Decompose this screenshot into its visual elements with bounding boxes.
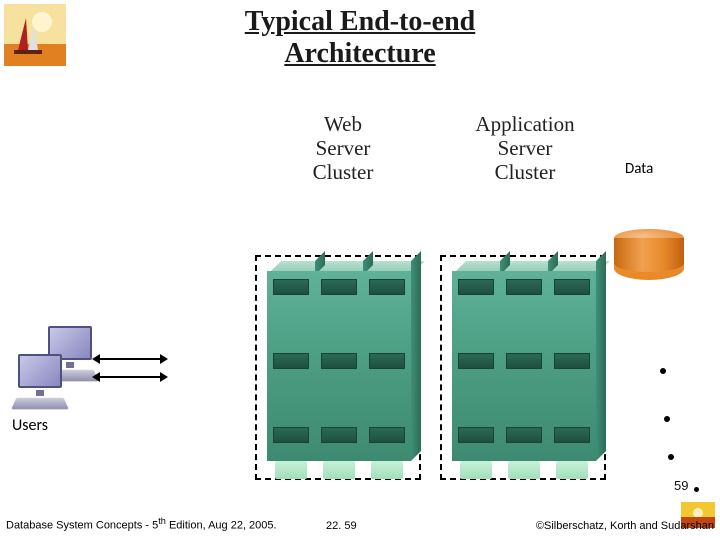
web-cluster-box (255, 255, 421, 480)
server-icon (315, 271, 363, 461)
users-label: Users (12, 416, 48, 435)
slide-title: Typical End-to-end Architecture (0, 6, 720, 70)
app-cluster-box (440, 255, 606, 480)
page-number-badge: 59 (674, 478, 688, 493)
arrow-icon (100, 376, 160, 378)
footer-right: ©Silberschatz, Korth and Sudarshan (536, 520, 714, 532)
title-line1: Typical End-to-end (245, 6, 476, 37)
web-cluster-label: Web Server Cluster (268, 112, 418, 184)
ellipsis-dot (668, 454, 674, 460)
ellipsis-dot (660, 368, 666, 374)
title-line2: Architecture (284, 38, 435, 69)
app-cluster-label: Application Server Cluster (440, 112, 610, 184)
server-icon (548, 271, 596, 461)
footer-left: Database System Concepts - 5th Edition, … (6, 516, 277, 532)
badge-dot (694, 487, 699, 492)
server-icon (363, 271, 411, 461)
server-icon (267, 271, 315, 461)
arrow-icon (100, 358, 160, 360)
data-cylinder-icon (614, 238, 684, 280)
footer-center: 22. 59 (326, 520, 357, 532)
server-icon (452, 271, 500, 461)
server-icon (500, 271, 548, 461)
user-monitor-icon (12, 354, 68, 410)
data-label: Data (625, 160, 653, 178)
ellipsis-dot (664, 416, 670, 422)
